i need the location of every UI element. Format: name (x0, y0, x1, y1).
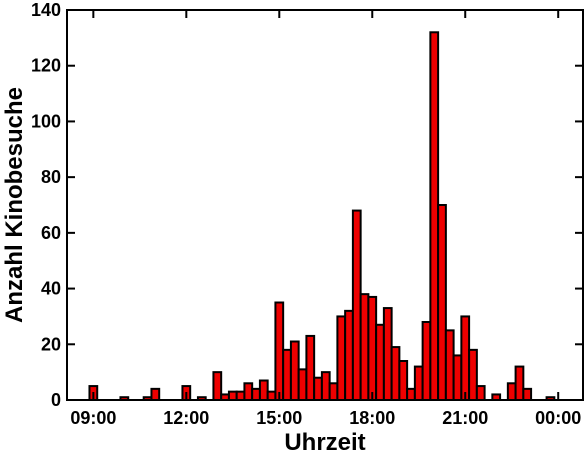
bar (413, 365, 424, 402)
bar (320, 371, 331, 401)
bar (227, 390, 238, 401)
bar (406, 387, 416, 402)
bar (344, 309, 354, 402)
y-axis-title: Anzahl Kinobesuche (1, 87, 28, 323)
bar (351, 209, 362, 401)
bar (382, 307, 393, 402)
bar (475, 385, 486, 402)
bar (429, 31, 440, 402)
y-tick-label: 100 (31, 111, 61, 131)
y-tick-label: 40 (41, 279, 61, 299)
x-tick-label: 18:00 (349, 408, 395, 428)
x-axis-title: Uhrzeit (284, 429, 365, 456)
bar (274, 301, 285, 401)
bar (336, 315, 347, 401)
bar (282, 348, 292, 402)
bar (359, 293, 370, 401)
bar (313, 376, 323, 402)
bar (522, 387, 533, 402)
bar (367, 295, 378, 401)
y-tick-label: 0 (51, 390, 61, 410)
bar (150, 387, 161, 402)
bar (437, 204, 447, 401)
x-tick-label: 00:00 (535, 408, 581, 428)
bar (297, 368, 308, 402)
bar (212, 371, 223, 401)
y-tick-label: 20 (41, 334, 61, 354)
x-tick-label: 15:00 (256, 408, 302, 428)
plot-frame (66, 9, 584, 401)
x-tick-label: 09:00 (70, 408, 116, 428)
bar (375, 323, 385, 401)
bar (235, 390, 246, 401)
y-tick-label: 120 (31, 56, 61, 76)
bar (452, 354, 463, 401)
bar (266, 390, 277, 401)
x-tick-label: 12:00 (163, 408, 209, 428)
bar (258, 379, 269, 401)
y-tick-label: 60 (41, 223, 61, 243)
x-tick-label: 21:00 (442, 408, 488, 428)
bar (398, 360, 409, 401)
bar (305, 334, 316, 401)
bar (289, 340, 300, 401)
bar (421, 321, 432, 401)
bar (460, 315, 471, 401)
bar (251, 387, 261, 402)
bar (328, 382, 339, 401)
y-tick-label: 140 (31, 0, 61, 20)
bar (444, 329, 455, 402)
y-tick-label: 80 (41, 167, 61, 187)
bar (243, 382, 254, 401)
bar (514, 365, 525, 402)
bar (390, 346, 401, 402)
bar (506, 382, 517, 401)
bar (468, 348, 478, 402)
